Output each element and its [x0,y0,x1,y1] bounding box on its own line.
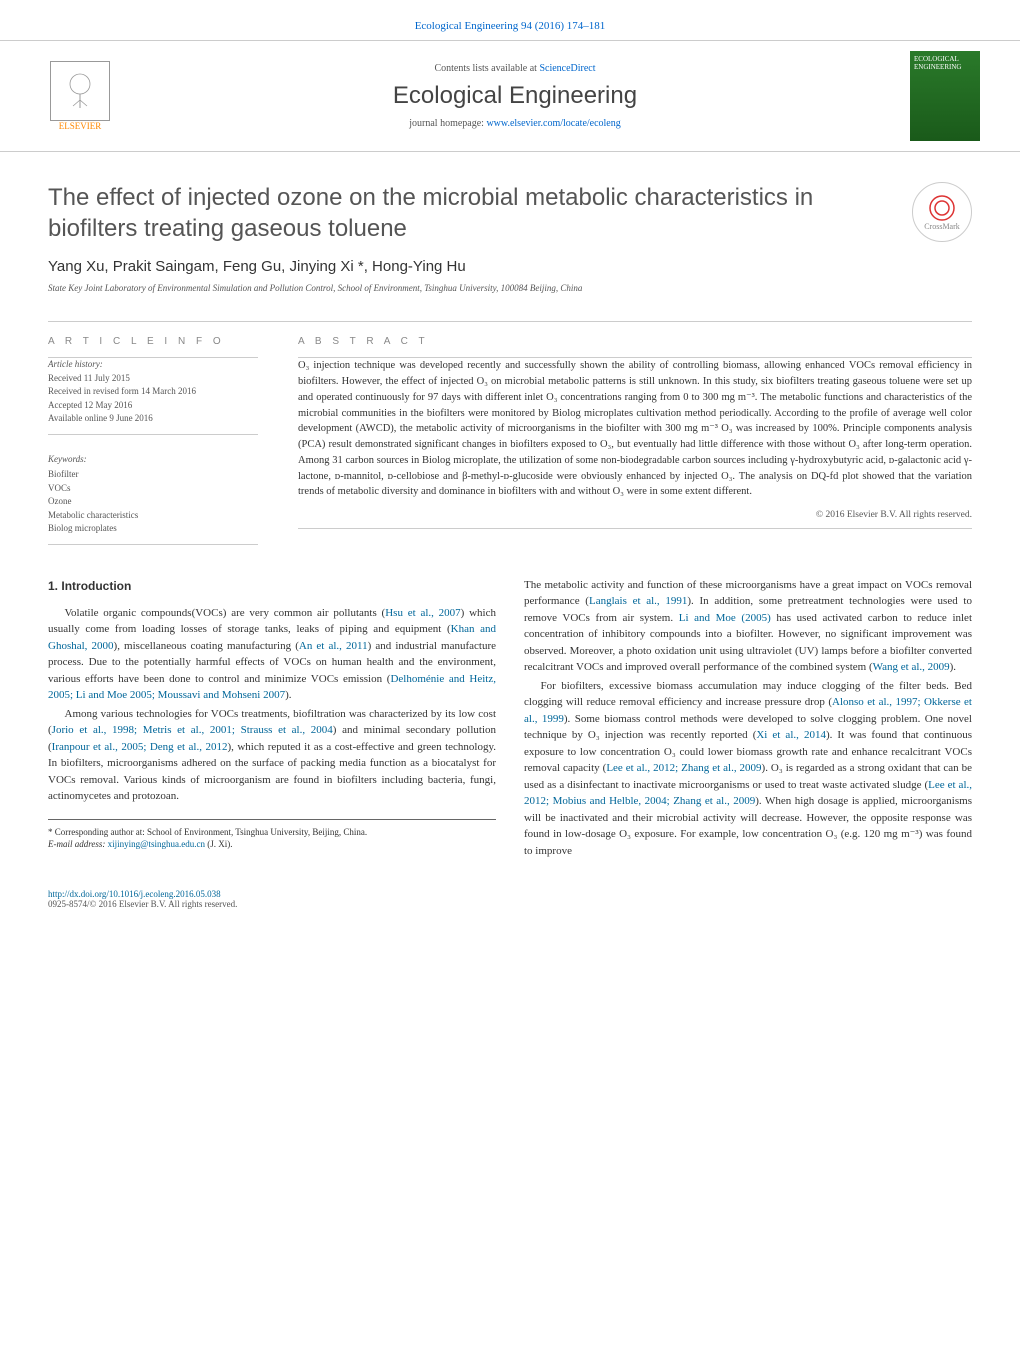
citation-link[interactable]: Hsu et al., 2007 [385,607,460,619]
crossmark-badge[interactable]: CrossMark [912,182,972,242]
elsevier-tree-icon [50,61,110,121]
body-paragraph: The metabolic activity and function of t… [524,577,972,676]
elsevier-logo: ELSEVIER [40,51,120,141]
email-line: E-mail address: xijinying@tsinghua.edu.c… [48,838,496,851]
header-citation: Ecological Engineering 94 (2016) 174–181 [0,0,1020,40]
elsevier-text: ELSEVIER [59,121,102,131]
keyword: Biolog microplates [48,523,117,533]
footnotes-block: * Corresponding author at: School of Env… [48,819,496,851]
crossmark-label: CrossMark [924,222,960,231]
citation-link[interactable]: Jorio et al., 1998; Metris et al., 2001;… [52,724,333,736]
citation-link[interactable]: Xi et al., 2014 [756,729,826,741]
doi-link[interactable]: http://dx.doi.org/10.1016/j.ecoleng.2016… [48,889,221,899]
authors-line: Yang Xu, Prakit Saingam, Feng Gu, Jinyin… [48,258,972,275]
affiliation-line: State Key Joint Laboratory of Environmen… [48,283,972,293]
citation-link[interactable]: Iranpour et al., 2005; Deng et al., 2012 [52,741,228,753]
history-line: Available online 9 June 2016 [48,413,153,423]
issn-copyright: 0925-8574/© 2016 Elsevier B.V. All right… [48,899,237,909]
history-line: Accepted 12 May 2016 [48,400,132,410]
journal-cover-thumbnail: ECOLOGICAL ENGINEERING [910,51,980,141]
contents-lists-line: Contents lists available at ScienceDirec… [140,63,890,74]
body-paragraph: Among various technologies for VOCs trea… [48,706,496,805]
citation-link[interactable]: Langlais et al., 1991 [589,595,687,607]
article-title: The effect of injected ozone on the micr… [48,182,892,244]
citation-link[interactable]: Ecological Engineering 94 (2016) 174–181 [415,20,606,32]
abstract-copyright: © 2016 Elsevier B.V. All rights reserved… [298,510,972,520]
publication-banner: ELSEVIER Contents lists available at Sci… [0,40,1020,152]
abstract-text: O₃ injection technique was developed rec… [298,358,972,500]
keywords-block: Keywords: Biofilter VOCs Ozone Metabolic… [48,453,258,536]
citation-link[interactable]: Li and Moe (2005) [679,612,771,624]
keyword: Biofilter [48,469,79,479]
corresponding-author-note: * Corresponding author at: School of Env… [48,826,496,839]
sciencedirect-link[interactable]: ScienceDirect [539,63,595,74]
email-link[interactable]: xijinying@tsinghua.edu.cn [108,839,205,849]
abstract-column: A B S T R A C T O₃ injection technique w… [298,322,972,545]
journal-homepage-link[interactable]: www.elsevier.com/locate/ecoleng [486,118,620,129]
keyword: Metabolic characteristics [48,510,138,520]
citation-link[interactable]: Lee et al., 2012; Zhang et al., 2009 [606,762,761,774]
keywords-label: Keywords: [48,453,258,467]
abstract-heading: A B S T R A C T [298,336,972,347]
info-abstract-row: A R T I C L E I N F O Article history: R… [48,321,972,545]
body-paragraph: For biofilters, excessive biomass accumu… [524,678,972,860]
article-info-heading: A R T I C L E I N F O [48,336,258,347]
history-label: Article history: [48,359,103,369]
article-info-column: A R T I C L E I N F O Article history: R… [48,322,258,545]
title-row: The effect of injected ozone on the micr… [48,182,972,244]
article-history-block: Article history: Received 11 July 2015 R… [48,358,258,426]
citation-link[interactable]: An et al., 2011 [299,640,368,652]
keyword: Ozone [48,496,72,506]
body-text-columns: 1. Introduction Volatile organic compoun… [48,577,972,860]
history-line: Received 11 July 2015 [48,373,130,383]
history-line: Received in revised form 14 March 2016 [48,386,196,396]
section-heading: 1. Introduction [48,577,496,595]
keyword: VOCs [48,483,71,493]
body-paragraph: Volatile organic compounds(VOCs) are ver… [48,605,496,704]
journal-homepage-line: journal homepage: www.elsevier.com/locat… [140,118,890,129]
crossmark-icon [928,194,956,222]
article-main: The effect of injected ozone on the micr… [0,152,1020,879]
citation-link[interactable]: Wang et al., 2009 [873,661,950,673]
banner-center: Contents lists available at ScienceDirec… [140,63,890,129]
footer-bar: http://dx.doi.org/10.1016/j.ecoleng.2016… [0,879,1020,929]
journal-name: Ecological Engineering [140,82,890,110]
